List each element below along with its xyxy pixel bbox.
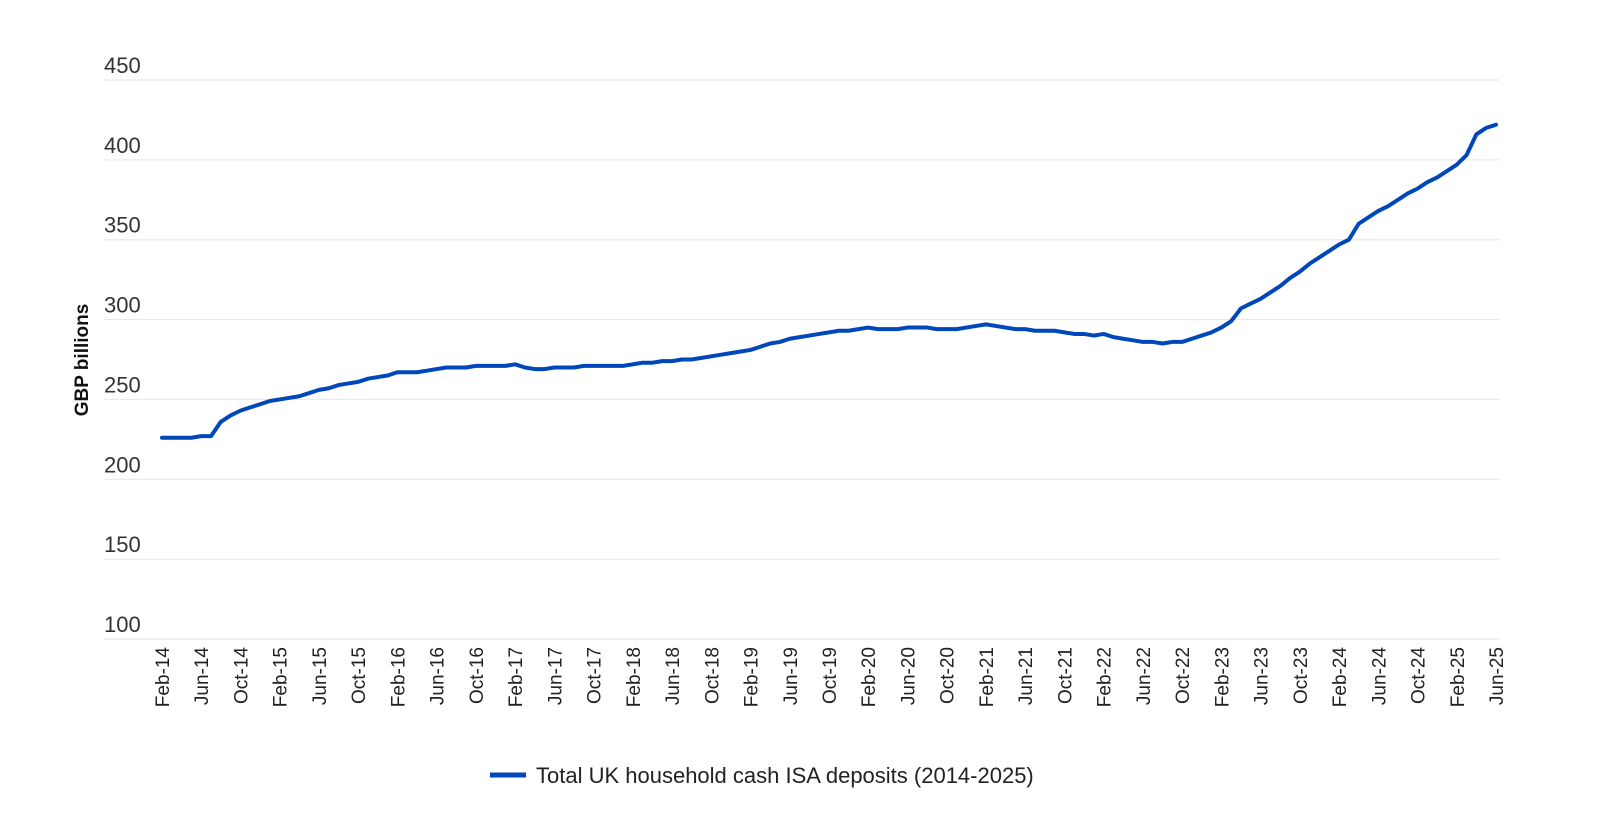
x-tick-label: Jun-23 — [1252, 647, 1273, 705]
x-tick-label: Oct-16 — [467, 647, 488, 704]
x-tick-label: Oct-21 — [1055, 647, 1076, 704]
x-axis-ticks: Feb-14 Jun-14 Oct-14 Feb-15 Jun-15 Oct-15 Feb-… — [153, 647, 1508, 708]
y-tick-label: 350 — [104, 213, 141, 238]
x-tick-label: Jun-21 — [1016, 647, 1037, 705]
x-tick-label: Jun-18 — [663, 647, 684, 705]
x-tick-label: Jun-20 — [898, 647, 919, 705]
x-tick-label: Jun-19 — [781, 647, 802, 705]
x-tick-label: Oct-23 — [1291, 647, 1312, 704]
x-tick-label: Jun-17 — [545, 647, 566, 705]
gridlines — [104, 79, 1500, 640]
x-tick-label: Feb-14 — [153, 647, 174, 708]
x-tick-label: Jun-24 — [1369, 647, 1390, 706]
x-tick-label: Feb-15 — [271, 647, 292, 707]
x-tick-label: Feb-22 — [1095, 647, 1116, 707]
x-tick-label: Jun-14 — [192, 647, 213, 706]
y-tick-label: 450 — [104, 53, 141, 78]
x-tick-label: Jun-22 — [1134, 647, 1155, 705]
x-tick-label: Oct-14 — [231, 647, 252, 704]
x-tick-label: Oct-17 — [585, 647, 606, 704]
y-tick-label: 400 — [104, 133, 141, 158]
y-tick-label: 250 — [104, 372, 141, 397]
x-tick-label: Jun-15 — [310, 647, 331, 705]
x-tick-label: Oct-19 — [820, 647, 841, 704]
y-tick-label: 300 — [104, 293, 141, 318]
x-tick-label: Oct-18 — [702, 647, 723, 704]
y-tick-label: 100 — [104, 612, 141, 637]
x-tick-label: Feb-20 — [859, 647, 880, 707]
y-tick-label: 200 — [104, 452, 141, 477]
x-tick-label: Oct-24 — [1409, 647, 1430, 704]
x-tick-label: Feb-19 — [742, 647, 763, 707]
x-tick-label: Feb-24 — [1330, 647, 1351, 708]
series-lines — [160, 122, 1498, 440]
x-tick-label: Feb-17 — [506, 647, 527, 707]
series-line-cash-isa-deposits — [160, 122, 1498, 440]
y-axis-label: GBP billions — [72, 304, 93, 417]
x-tick-label: Oct-15 — [349, 647, 370, 704]
x-tick-label: Oct-20 — [938, 647, 959, 704]
y-tick-label: 150 — [104, 532, 141, 557]
legend: Total UK household cash ISA deposits (20… — [490, 763, 1034, 788]
legend-label: Total UK household cash ISA deposits (20… — [536, 763, 1034, 788]
x-tick-label: Feb-25 — [1448, 647, 1469, 707]
y-axis-ticks: 100 150 200 250 300 350 400 450 — [104, 53, 141, 637]
x-tick-label: Feb-21 — [977, 647, 998, 707]
x-tick-label: Feb-18 — [624, 647, 645, 707]
x-tick-label: Jun-25 — [1487, 647, 1508, 705]
x-tick-label: Jun-16 — [428, 647, 449, 705]
x-tick-label: Feb-16 — [388, 647, 409, 707]
x-tick-label: Feb-23 — [1212, 647, 1233, 707]
x-tick-label: Oct-22 — [1173, 647, 1194, 704]
